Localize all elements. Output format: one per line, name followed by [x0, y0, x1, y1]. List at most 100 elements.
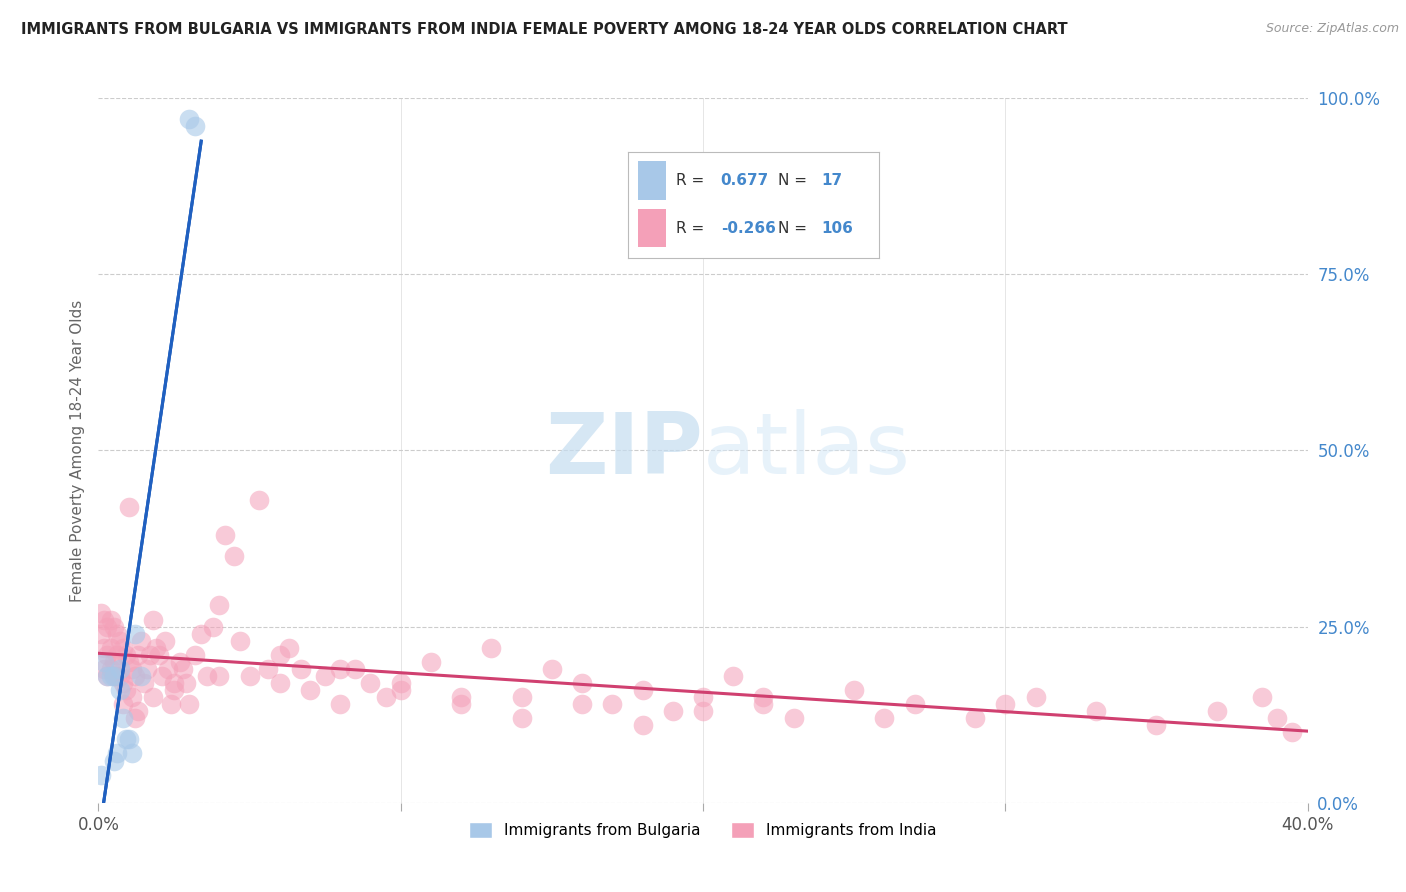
Point — [100, 613, 122, 627]
Point — [111, 676, 134, 690]
Point — [1251, 690, 1274, 705]
Point — [124, 711, 146, 725]
Point — [844, 683, 866, 698]
Point — [174, 676, 197, 690]
Text: IMMIGRANTS FROM BULGARIA VS IMMIGRANTS FROM INDIA FEMALE POVERTY AMONG 18-24 YEA: IMMIGRANTS FROM BULGARIA VS IMMIGRANTS F… — [21, 22, 1067, 37]
Point — [450, 690, 472, 705]
Point — [1206, 704, 1229, 718]
Point — [103, 669, 125, 683]
Point — [169, 655, 191, 669]
Point — [103, 655, 125, 669]
Point — [163, 676, 186, 690]
Point — [752, 697, 775, 711]
Point — [214, 528, 236, 542]
Point — [224, 549, 246, 564]
Point — [184, 648, 207, 662]
Point — [108, 633, 131, 648]
Point — [965, 711, 987, 725]
Point — [190, 626, 212, 640]
Point — [129, 669, 152, 683]
Point — [100, 669, 122, 683]
Point — [329, 662, 352, 676]
Point — [108, 669, 131, 683]
Point — [114, 732, 136, 747]
Point — [752, 690, 775, 705]
Point — [602, 697, 624, 711]
Point — [118, 655, 141, 669]
Point — [145, 640, 167, 655]
Point — [314, 669, 336, 683]
Point — [904, 697, 927, 711]
Point — [93, 655, 115, 669]
Bar — [638, 209, 665, 247]
Point — [160, 697, 183, 711]
Point — [239, 669, 262, 683]
Point — [172, 662, 194, 676]
Point — [571, 697, 593, 711]
Point — [247, 492, 270, 507]
Point — [150, 669, 173, 683]
Point — [269, 648, 291, 662]
Text: R =: R = — [675, 173, 709, 188]
Point — [105, 626, 128, 640]
Point — [108, 662, 131, 676]
Point — [202, 619, 225, 633]
Y-axis label: Female Poverty Among 18-24 Year Olds: Female Poverty Among 18-24 Year Olds — [69, 300, 84, 601]
Point — [90, 767, 112, 781]
Point — [783, 711, 806, 725]
Point — [631, 718, 654, 732]
Point — [208, 669, 231, 683]
Point — [510, 711, 533, 725]
Text: 0.677: 0.677 — [721, 173, 769, 188]
Point — [121, 662, 143, 676]
Point — [299, 683, 322, 698]
Point — [111, 711, 134, 725]
Point — [277, 640, 299, 655]
Point — [374, 690, 396, 705]
Point — [510, 690, 533, 705]
Point — [111, 697, 134, 711]
Point — [329, 697, 352, 711]
Point — [132, 676, 155, 690]
Point — [540, 662, 562, 676]
Point — [105, 669, 128, 683]
Point — [420, 655, 443, 669]
Point — [269, 676, 291, 690]
Point — [105, 648, 128, 662]
Point — [93, 613, 115, 627]
Text: R =: R = — [675, 221, 709, 235]
Point — [692, 690, 714, 705]
Point — [121, 690, 143, 705]
Point — [124, 669, 146, 683]
Point — [184, 120, 207, 134]
Text: N =: N = — [779, 221, 813, 235]
Point — [114, 648, 136, 662]
Point — [103, 619, 125, 633]
Point — [179, 112, 201, 127]
Point — [631, 683, 654, 698]
Point — [93, 662, 115, 676]
Point — [100, 640, 122, 655]
Point — [1024, 690, 1046, 705]
Point — [127, 704, 149, 718]
Point — [103, 669, 125, 683]
Point — [256, 662, 278, 676]
Text: Source: ZipAtlas.com: Source: ZipAtlas.com — [1265, 22, 1399, 36]
Point — [389, 676, 412, 690]
Point — [108, 683, 131, 698]
Point — [118, 732, 141, 747]
Text: -0.266: -0.266 — [721, 221, 776, 235]
Point — [1281, 725, 1303, 739]
Point — [153, 633, 176, 648]
Point — [135, 662, 157, 676]
Point — [156, 662, 179, 676]
Point — [208, 599, 231, 613]
Point — [90, 626, 112, 640]
Point — [163, 683, 186, 698]
Point — [1267, 711, 1289, 725]
Point — [142, 613, 165, 627]
Point — [139, 648, 162, 662]
Point — [389, 683, 412, 698]
Point — [873, 711, 896, 725]
Point — [450, 697, 472, 711]
